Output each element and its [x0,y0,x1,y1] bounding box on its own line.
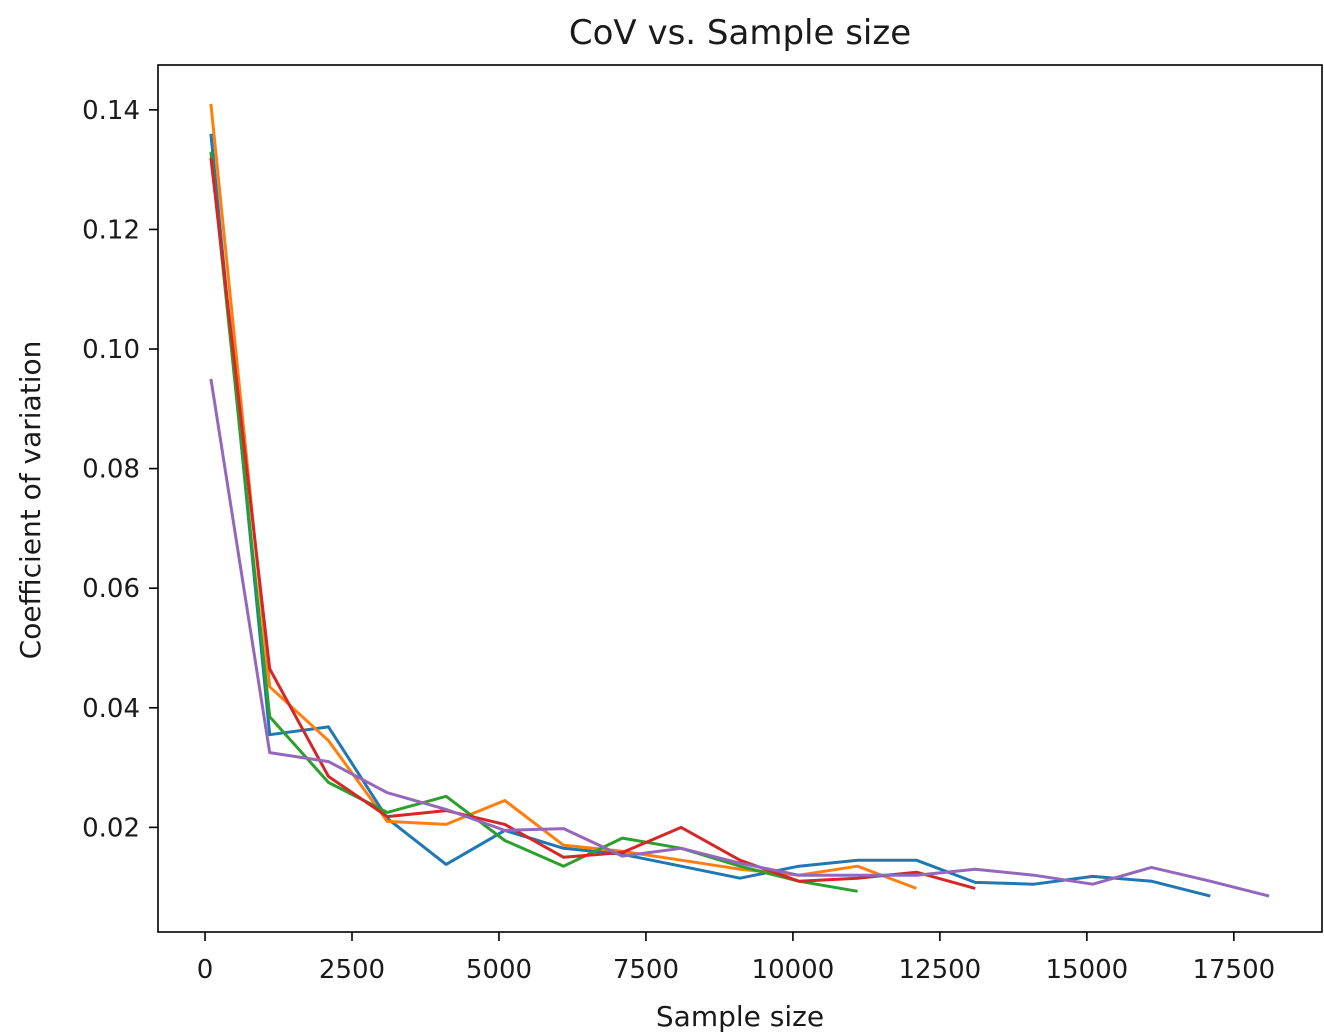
x-tick-label: 12500 [899,955,982,985]
series-line-5 [209,378,1270,898]
y-axis-label: Coefficient of variation [14,341,47,660]
y-tick-label: 0.02 [82,813,140,843]
x-axis-label: Sample size [656,1000,824,1033]
series-line-1 [209,133,1211,898]
x-tick-label: 17500 [1192,955,1275,985]
y-tick-label: 0.10 [82,335,140,365]
chart-title: CoV vs. Sample size [569,13,911,53]
x-tick-label: 2500 [319,955,385,985]
y-tick-label: 0.04 [82,694,140,724]
x-tick-label: 5000 [466,955,532,985]
y-tick-label: 0.08 [82,455,140,485]
y-tick-label: 0.14 [82,96,140,126]
plot-lines [209,103,1270,898]
x-tick-label: 0 [197,955,214,985]
x-tick-label: 15000 [1045,955,1128,985]
y-axis: 0.02 0.04 0.06 0.08 0.10 0.12 0.14 [82,96,158,843]
y-tick-label: 0.12 [82,215,140,245]
y-tick-label: 0.06 [82,574,140,604]
x-tick-label: 7500 [613,955,679,985]
series-line-4 [209,157,976,890]
x-tick-label: 10000 [752,955,835,985]
x-axis: 0 2500 5000 7500 10000 12500 15000 17500 [197,932,1275,985]
series-line-3 [209,151,858,893]
plot-frame [157,64,1323,933]
